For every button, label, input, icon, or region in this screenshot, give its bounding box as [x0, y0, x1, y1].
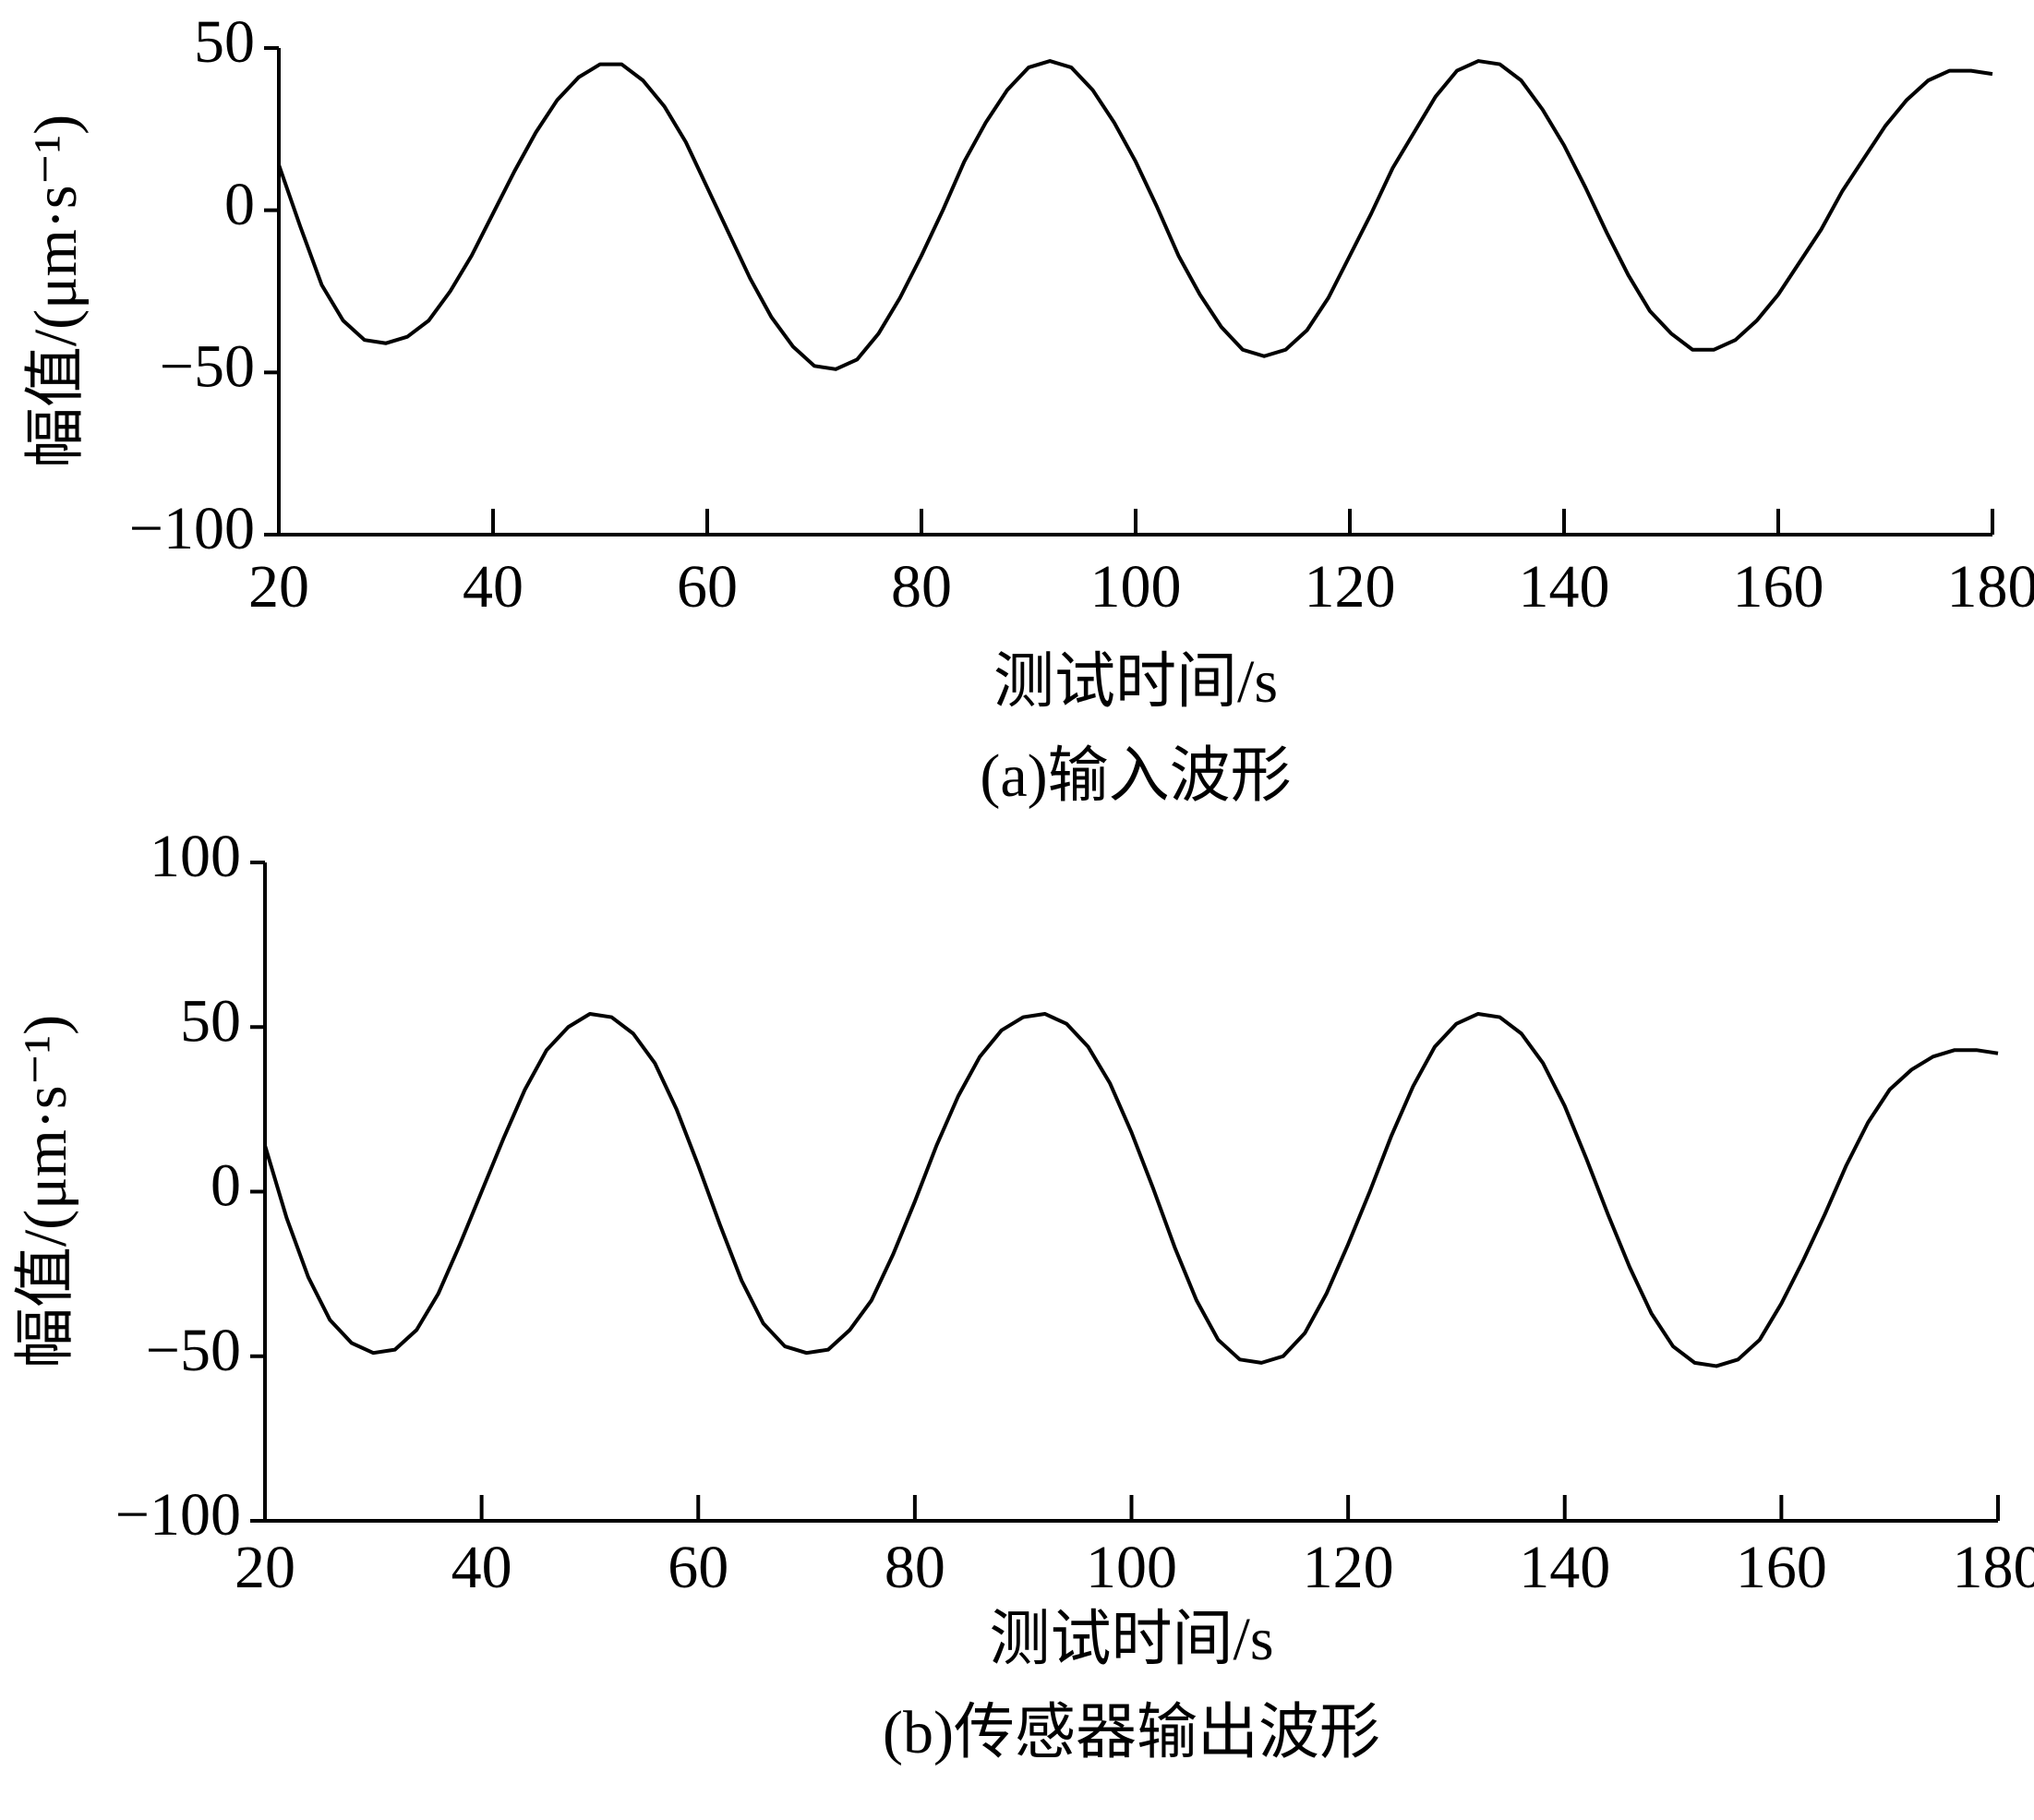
x-tick-label: 100 — [1090, 553, 1182, 621]
chart-title: (b)传感器输出波形 — [883, 1699, 1380, 1766]
x-tick-label: 120 — [1305, 553, 1396, 621]
y-axis-label: 幅值/(μm·s⁻¹) — [12, 1015, 79, 1368]
x-tick-label: 140 — [1519, 553, 1610, 621]
data-line — [263, 1011, 1999, 1368]
x-axis-label: 测试时间/s — [989, 1606, 1273, 1673]
y-tick-label: −100 — [115, 1481, 241, 1549]
y-tick-label: 0 — [224, 171, 255, 238]
x-tick-label: 20 — [235, 1534, 295, 1601]
x-tick-label: 60 — [668, 1534, 728, 1601]
y-tick-label: 50 — [194, 8, 255, 76]
x-tick-label: 120 — [1303, 1534, 1394, 1601]
y-tick-label: 50 — [180, 987, 241, 1055]
y-tick-label: 0 — [211, 1152, 241, 1220]
x-tick-label: 160 — [1736, 1534, 1827, 1601]
x-tick-label: 80 — [891, 553, 952, 621]
chart-title: (a)输入波形 — [980, 742, 1291, 810]
y-tick-label: 100 — [150, 823, 241, 890]
x-tick-label: 40 — [451, 1534, 512, 1601]
x-axis-label: 测试时间/s — [993, 648, 1278, 716]
x-tick-label: 80 — [885, 1534, 945, 1601]
y-tick-label: −50 — [146, 1317, 241, 1384]
x-tick-label: 100 — [1086, 1534, 1177, 1601]
x-tick-label: 40 — [463, 553, 524, 621]
x-tick-label: 60 — [677, 553, 738, 621]
x-tick-label: 160 — [1733, 553, 1824, 621]
y-axis-label: 幅值/(μm·s⁻¹) — [22, 115, 90, 468]
x-tick-label: 180 — [1947, 553, 2034, 621]
y-tick-label: −50 — [160, 332, 255, 400]
y-tick-label: −100 — [129, 495, 255, 562]
data-line — [277, 59, 1993, 371]
x-tick-label: 20 — [248, 553, 309, 621]
x-tick-label: 180 — [1953, 1534, 2034, 1601]
x-tick-label: 140 — [1519, 1534, 1610, 1601]
